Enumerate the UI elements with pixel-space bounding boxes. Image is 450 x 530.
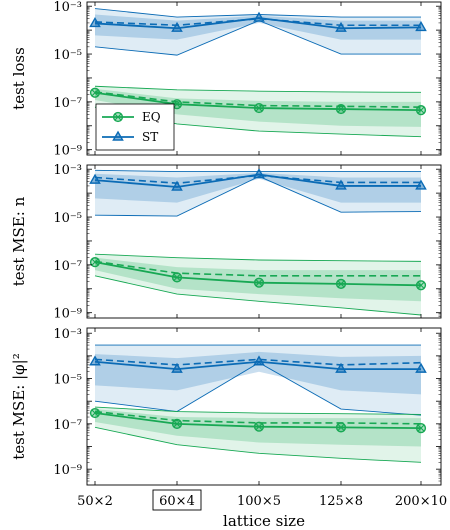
y-tick-label: 10⁻⁵ [53,48,82,63]
outer-band-eq [95,254,421,316]
outer-high-eq [94,406,422,415]
outer-low-eq [94,275,422,316]
series-st [89,8,427,56]
x-tick-label: 125×8 [319,494,363,509]
inner-band-st [95,351,421,395]
y-tick-label: 10⁻³ [53,163,82,178]
point-eq [415,105,427,116]
series-st [89,344,427,416]
point-eq [253,421,265,432]
y-tick-label: 10⁻⁹ [53,144,82,159]
outer-band-st [95,345,421,416]
point-st [415,20,427,32]
legend-entry-eq: EQ [102,110,161,124]
outer-band-st [95,8,421,56]
y-tick-label: 10⁻³ [53,327,82,342]
point-st [89,17,101,28]
point-eq [253,277,265,288]
inner-band-st [95,172,421,203]
point-st [171,180,183,191]
outer-high-eq [94,253,422,262]
series-eq [89,85,427,138]
point-st [171,362,183,373]
point-st [335,21,347,32]
point-eq [335,103,347,115]
y-tick-label: 10⁻⁵ [53,211,82,226]
point-st [415,362,427,373]
legend-label: EQ [142,110,161,124]
y-tick-label: 10⁻⁵ [53,373,82,388]
point-st [335,362,347,373]
point-st [89,173,101,184]
point-eq [415,280,427,291]
point-st [253,11,265,22]
legend-label: ST [142,130,158,144]
series-st [89,168,427,217]
x-tick-label: 200×10 [395,494,447,509]
y-axis-label: test loss [10,47,28,110]
y-axis-label: test MSE: n [10,196,28,286]
inner-band-st [95,14,421,40]
legend-entry-st: ST [102,130,158,144]
series-eq [89,406,427,463]
inner-band-eq [95,257,421,302]
point-eq [89,407,101,419]
outer-band-eq [95,86,421,137]
point-st [89,355,101,366]
highlight-box [152,489,202,511]
legend-marker [112,130,124,141]
axes-frame [86,327,442,486]
x-axis-label: lattice size [223,512,305,530]
point-eq [335,422,347,433]
point-eq [171,272,183,283]
point-st [253,355,265,366]
point-st [253,168,265,179]
x-tick-label: 100×5 [237,494,281,509]
point-eq [89,87,101,98]
point-st [171,21,183,32]
y-tick-label: 10⁻⁷ [53,259,82,274]
point-eq [171,418,183,429]
outer-high-eq [94,85,422,93]
series-eq [89,253,427,316]
panel-1: 10⁻³ 10⁻⁵ 10⁻⁷ 10⁻⁹ test loss EQ ST [10,0,442,159]
point-st [335,179,347,190]
legend: EQ ST [95,103,175,151]
panel-3: 10⁻³ 10⁻⁵ 10⁻⁷ 10⁻⁹ test MSE: |φ|² [10,327,442,486]
axes-frame [86,1,442,156]
point-eq [89,257,101,268]
axes-frame [86,164,442,319]
mean-line-eq [94,91,422,108]
x-tick-label: 50×2 [77,494,113,509]
point-st [415,179,427,190]
panel-2: 10⁻³ 10⁻⁵ 10⁻⁷ 10⁻⁹ test MSE: n [10,163,442,322]
y-tick-label: 10⁻⁹ [53,463,82,478]
y-axis-label: test MSE: |φ|² [10,353,28,459]
y-tick-label: 10⁻⁹ [53,307,82,322]
x-tick-label: 60×4 [159,494,195,509]
y-tick-label: 10⁻⁷ [53,96,82,111]
point-eq [415,422,427,434]
legend-box [95,103,175,151]
point-eq [335,278,347,289]
y-tick-label: 10⁻³ [53,0,82,15]
point-eq [253,102,265,114]
mean-line-eq [94,260,421,277]
y-tick-label: 10⁻⁷ [53,418,82,433]
point-eq [171,99,183,110]
outer-low-eq [94,426,422,463]
